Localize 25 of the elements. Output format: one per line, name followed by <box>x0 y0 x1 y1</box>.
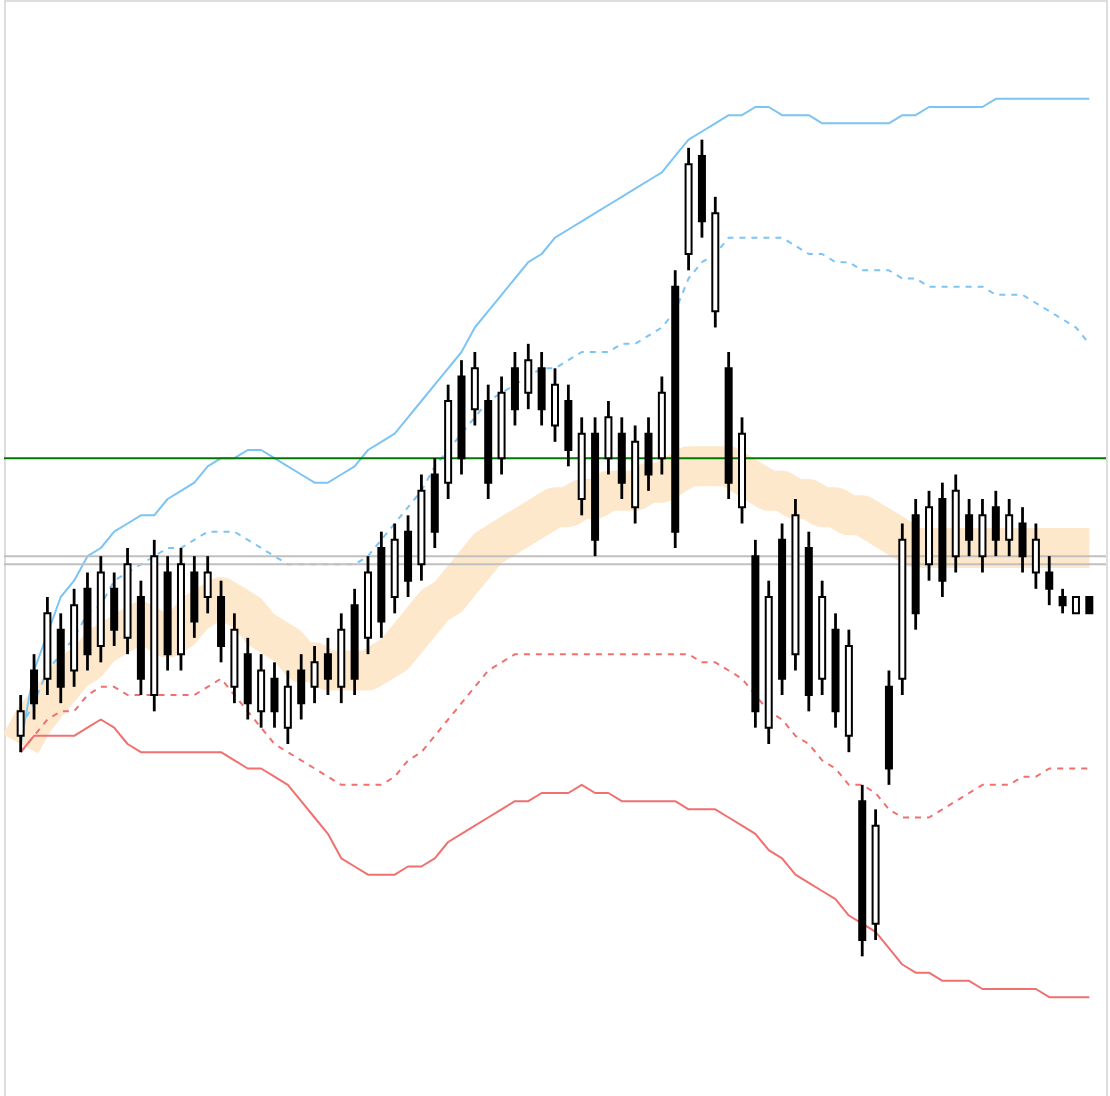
candlestick <box>965 497 974 558</box>
candlestick <box>978 497 987 574</box>
candlestick <box>257 652 266 730</box>
candlestick <box>551 366 559 444</box>
candlestick <box>1045 554 1054 607</box>
candlestick <box>524 342 533 411</box>
candlestick <box>270 660 279 730</box>
candlestick <box>1018 505 1027 574</box>
candlestick <box>203 554 212 615</box>
candlestick <box>310 644 319 705</box>
candlestick <box>644 415 653 493</box>
candlestick <box>604 399 613 476</box>
candlestick <box>1005 497 1014 558</box>
candlestick <box>110 571 119 648</box>
candlestick <box>16 693 25 754</box>
candlestick <box>470 350 479 427</box>
candlestick <box>537 350 546 427</box>
candlestick <box>1058 587 1067 615</box>
candlestick <box>1031 522 1040 591</box>
candlestick <box>30 652 39 721</box>
candlestick <box>323 636 332 697</box>
candlestick <box>510 350 519 427</box>
candlestick <box>991 489 1000 558</box>
candlestick <box>283 669 292 746</box>
candlestick <box>297 652 306 721</box>
